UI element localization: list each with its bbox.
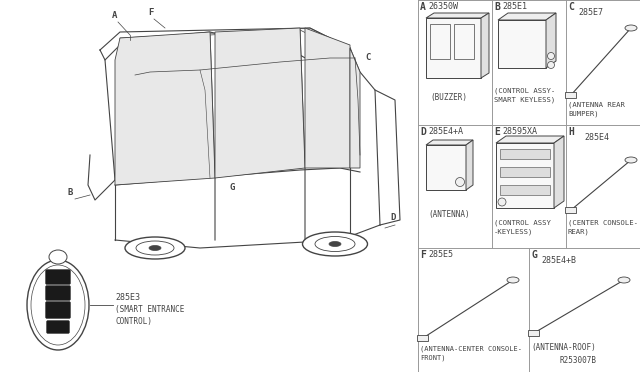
Text: (ANTENNA): (ANTENNA) [428, 210, 470, 219]
Bar [417, 335, 428, 341]
Text: A: A [420, 2, 426, 12]
Text: R253007B: R253007B [559, 356, 596, 365]
Text: 285E5: 285E5 [428, 250, 453, 259]
Polygon shape [554, 136, 564, 208]
Text: 285E4: 285E4 [584, 133, 609, 142]
Bar [498, 20, 546, 68]
Ellipse shape [547, 61, 554, 68]
Ellipse shape [303, 232, 367, 256]
FancyBboxPatch shape [47, 321, 70, 334]
Polygon shape [466, 140, 473, 190]
Ellipse shape [625, 25, 637, 31]
Text: B: B [68, 188, 74, 197]
FancyBboxPatch shape [45, 285, 70, 301]
Polygon shape [350, 48, 360, 168]
Ellipse shape [456, 177, 465, 186]
Text: F: F [148, 8, 154, 17]
Ellipse shape [507, 277, 519, 283]
Text: C: C [365, 53, 371, 62]
Ellipse shape [125, 237, 185, 259]
Polygon shape [496, 136, 564, 143]
FancyBboxPatch shape [45, 301, 70, 318]
Ellipse shape [149, 246, 161, 250]
Polygon shape [481, 13, 489, 78]
Ellipse shape [618, 277, 630, 283]
Text: G: G [531, 250, 537, 260]
Text: 285E7: 285E7 [578, 8, 603, 17]
Polygon shape [120, 28, 350, 50]
Bar [426, 18, 481, 78]
Text: (ANTENNA-CENTER CONSOLE-
FRONT): (ANTENNA-CENTER CONSOLE- FRONT) [420, 346, 522, 361]
Text: 28595XA: 28595XA [502, 127, 537, 136]
Text: A: A [112, 11, 117, 20]
Bar [426, 145, 466, 190]
Bar [500, 167, 550, 177]
Bar [430, 24, 450, 59]
Text: D: D [390, 213, 396, 222]
Polygon shape [426, 140, 473, 145]
Text: 285E1: 285E1 [502, 2, 527, 11]
Text: 285E4+A: 285E4+A [428, 127, 463, 136]
Ellipse shape [547, 52, 554, 60]
Text: (CONTROL ASSY-
SMART KEYLESS): (CONTROL ASSY- SMART KEYLESS) [494, 88, 556, 103]
Bar [565, 92, 576, 98]
Text: (ANTENNA REAR
BUMPER): (ANTENNA REAR BUMPER) [568, 102, 625, 117]
Bar [565, 207, 576, 213]
Text: (ANTENNA-ROOF): (ANTENNA-ROOF) [531, 343, 596, 352]
Text: D: D [420, 127, 426, 137]
Ellipse shape [625, 157, 637, 163]
Text: C: C [568, 2, 574, 12]
Text: 285E4+B: 285E4+B [541, 256, 576, 265]
Text: E: E [494, 127, 500, 137]
Text: B: B [494, 2, 500, 12]
Ellipse shape [329, 241, 341, 247]
FancyBboxPatch shape [45, 269, 70, 285]
Text: G: G [230, 183, 236, 192]
Bar [528, 330, 539, 336]
Text: (BUZZER): (BUZZER) [430, 93, 467, 102]
Polygon shape [215, 28, 305, 178]
Ellipse shape [498, 198, 506, 206]
Text: F: F [420, 250, 426, 260]
Ellipse shape [49, 250, 67, 264]
Text: (CENTER CONSOLE-
REAR): (CENTER CONSOLE- REAR) [568, 220, 638, 235]
Ellipse shape [27, 260, 89, 350]
Bar [496, 143, 554, 208]
Text: 26350W: 26350W [428, 2, 458, 11]
Text: (CONTROL ASSY
-KEYLESS): (CONTROL ASSY -KEYLESS) [494, 220, 551, 235]
Bar [454, 24, 474, 59]
Polygon shape [498, 13, 556, 20]
Text: H: H [568, 127, 574, 137]
Polygon shape [426, 13, 489, 18]
Bar [500, 185, 550, 195]
Bar [500, 149, 550, 159]
Polygon shape [115, 32, 215, 185]
Text: 285E3: 285E3 [115, 293, 140, 302]
Polygon shape [546, 13, 556, 68]
Text: (SMART ENTRANCE
CONTROL): (SMART ENTRANCE CONTROL) [115, 305, 184, 326]
Polygon shape [305, 28, 350, 168]
